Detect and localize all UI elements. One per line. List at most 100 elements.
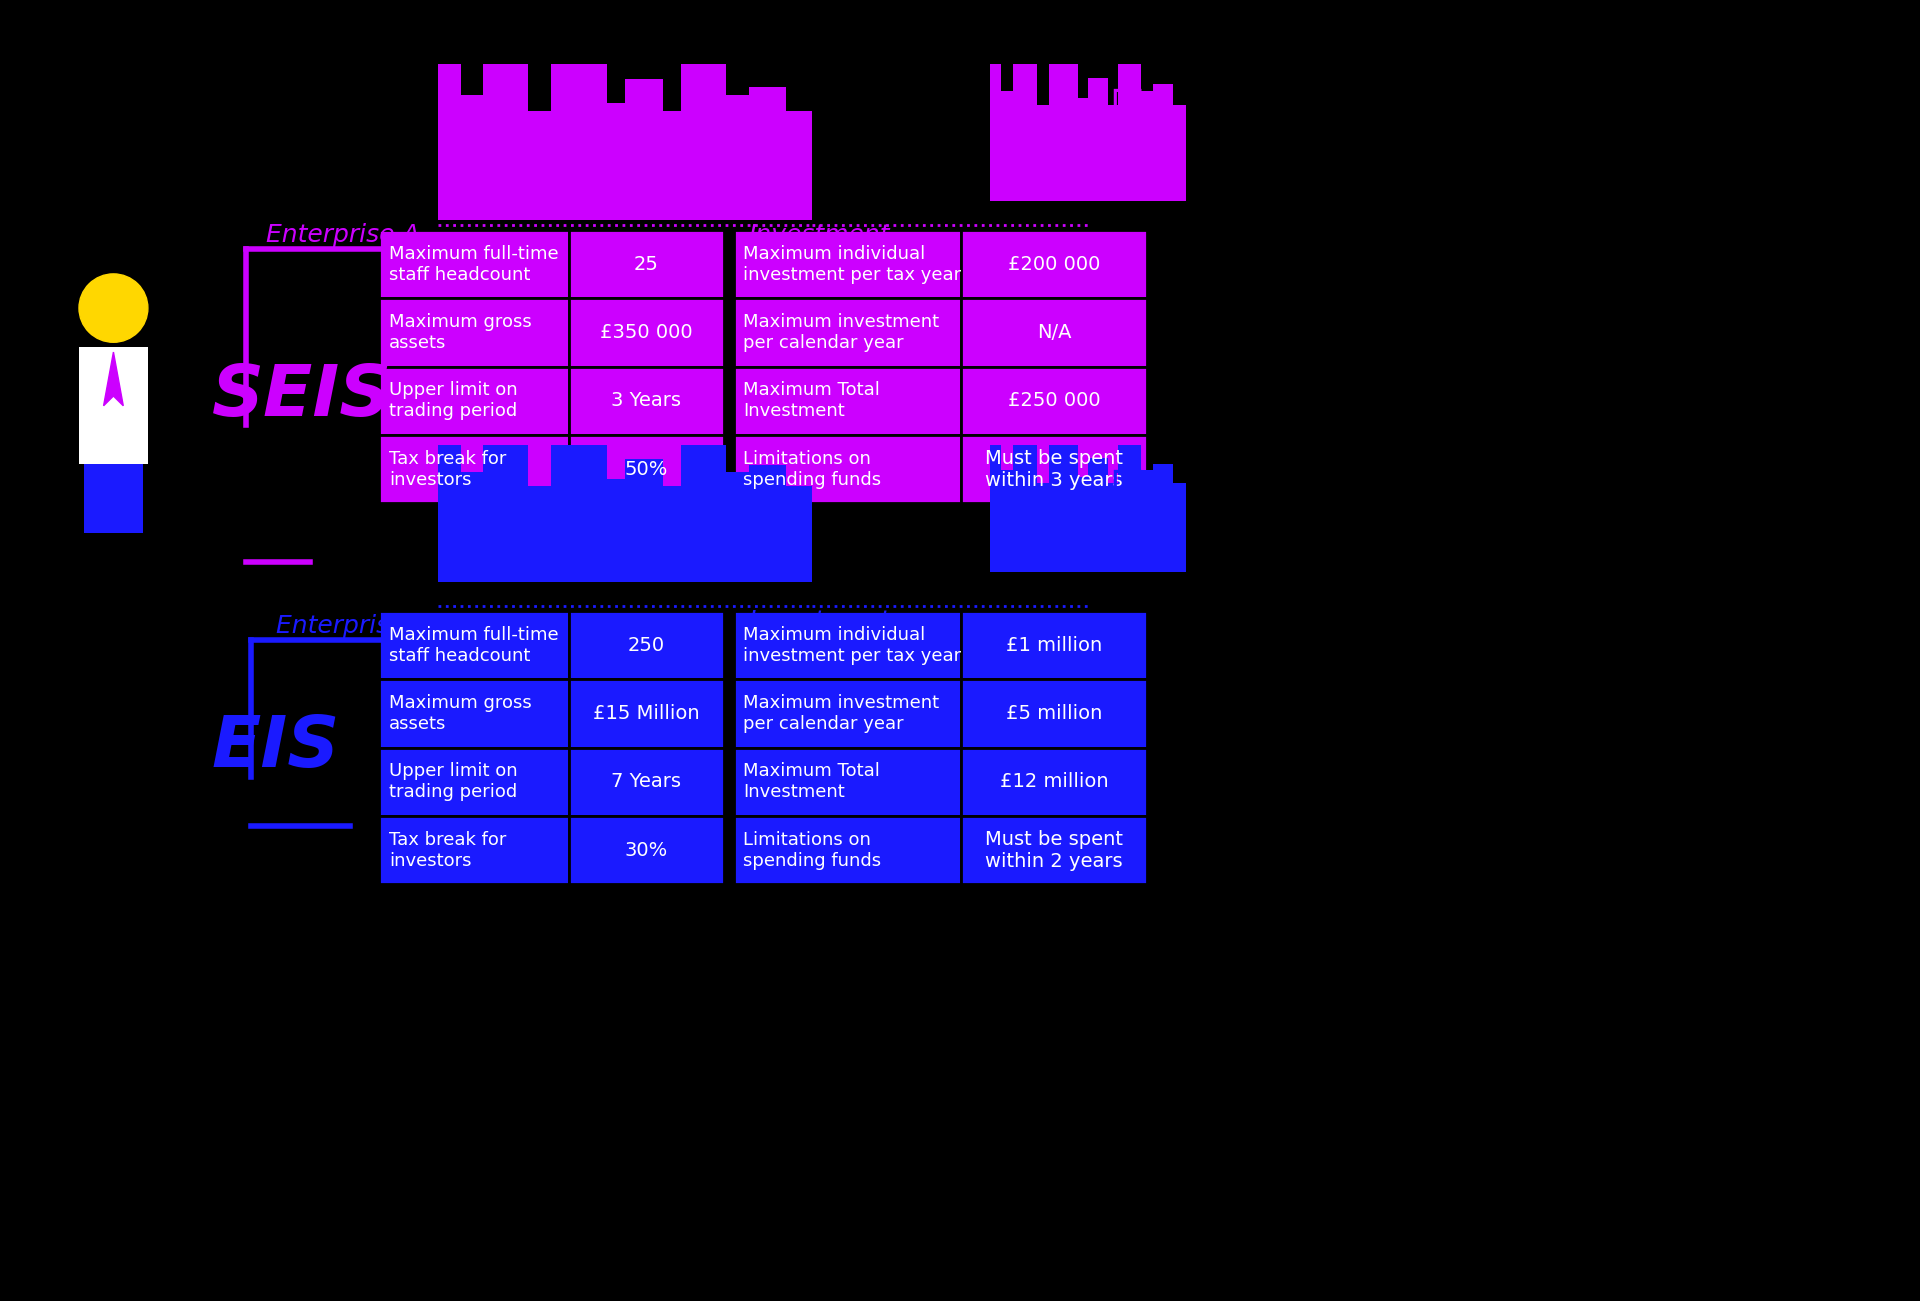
Text: £5 million: £5 million (1006, 704, 1102, 723)
FancyBboxPatch shape (380, 611, 568, 679)
FancyBboxPatch shape (84, 464, 142, 533)
Text: 💎: 💎 (60, 328, 69, 346)
Text: 50%: 50% (624, 459, 668, 479)
Text: 25: 25 (634, 255, 659, 273)
Polygon shape (104, 353, 123, 406)
Text: 30%: 30% (624, 840, 668, 860)
Text: Tax break for
investors: Tax break for investors (390, 450, 507, 489)
FancyBboxPatch shape (1000, 91, 1016, 200)
FancyBboxPatch shape (733, 611, 962, 679)
FancyBboxPatch shape (457, 472, 488, 582)
FancyBboxPatch shape (1139, 91, 1156, 200)
FancyBboxPatch shape (1048, 445, 1079, 572)
Text: N/A: N/A (1037, 323, 1071, 342)
FancyBboxPatch shape (989, 445, 1002, 572)
Text: 7 Years: 7 Years (611, 773, 682, 791)
FancyBboxPatch shape (733, 748, 962, 816)
FancyBboxPatch shape (722, 95, 753, 220)
FancyBboxPatch shape (568, 367, 724, 435)
FancyBboxPatch shape (733, 367, 962, 435)
FancyBboxPatch shape (79, 347, 148, 464)
Text: 250: 250 (628, 636, 664, 654)
FancyBboxPatch shape (1106, 483, 1119, 572)
FancyBboxPatch shape (962, 367, 1146, 435)
FancyBboxPatch shape (682, 64, 726, 220)
Text: Enterprise B: Enterprise B (276, 614, 430, 637)
FancyBboxPatch shape (962, 679, 1146, 748)
FancyBboxPatch shape (568, 611, 724, 679)
FancyBboxPatch shape (962, 435, 1146, 503)
Text: Limitations on
spending funds: Limitations on spending funds (743, 831, 881, 869)
FancyBboxPatch shape (659, 485, 685, 582)
FancyBboxPatch shape (1089, 78, 1108, 200)
FancyBboxPatch shape (1171, 483, 1187, 572)
FancyBboxPatch shape (962, 298, 1146, 367)
Text: 💎: 💎 (29, 397, 40, 415)
Text: £200 000: £200 000 (1008, 255, 1100, 273)
FancyBboxPatch shape (380, 298, 568, 367)
FancyBboxPatch shape (1035, 483, 1050, 572)
FancyBboxPatch shape (682, 445, 726, 582)
FancyBboxPatch shape (568, 816, 724, 885)
Text: Tax break for
investors: Tax break for investors (390, 831, 507, 869)
FancyBboxPatch shape (733, 435, 962, 503)
Text: Maximum Total
Investment: Maximum Total Investment (743, 381, 879, 420)
FancyBboxPatch shape (1075, 476, 1091, 572)
FancyBboxPatch shape (551, 445, 607, 582)
FancyBboxPatch shape (484, 445, 528, 582)
Text: Must be spent
within 2 years: Must be spent within 2 years (985, 830, 1123, 870)
Text: Investment: Investment (749, 222, 889, 247)
Text: Maximum investment
per calendar year: Maximum investment per calendar year (743, 314, 939, 351)
FancyBboxPatch shape (603, 103, 630, 220)
FancyBboxPatch shape (962, 816, 1146, 885)
FancyBboxPatch shape (568, 679, 724, 748)
Text: Maximum individual
investment per tax year: Maximum individual investment per tax ye… (743, 626, 962, 665)
FancyBboxPatch shape (524, 111, 555, 220)
FancyBboxPatch shape (989, 64, 1002, 200)
FancyBboxPatch shape (457, 95, 488, 220)
Text: Upper limit on
trading period: Upper limit on trading period (390, 762, 518, 801)
FancyBboxPatch shape (722, 472, 753, 582)
FancyBboxPatch shape (1152, 85, 1173, 200)
FancyBboxPatch shape (551, 64, 607, 220)
FancyBboxPatch shape (1117, 64, 1140, 200)
FancyBboxPatch shape (438, 445, 461, 582)
FancyBboxPatch shape (962, 230, 1146, 298)
FancyBboxPatch shape (1000, 470, 1016, 572)
FancyBboxPatch shape (1089, 458, 1108, 572)
Text: Enterprise A: Enterprise A (267, 222, 420, 247)
FancyBboxPatch shape (1048, 64, 1079, 200)
FancyBboxPatch shape (438, 64, 461, 220)
Text: £350 000: £350 000 (599, 323, 693, 342)
Text: Maximum investment
per calendar year: Maximum investment per calendar year (743, 695, 939, 732)
FancyBboxPatch shape (380, 435, 568, 503)
FancyBboxPatch shape (733, 816, 962, 885)
FancyBboxPatch shape (1035, 105, 1050, 200)
FancyBboxPatch shape (380, 230, 568, 298)
Text: Maximum individual
investment per tax year: Maximum individual investment per tax ye… (743, 245, 962, 284)
FancyBboxPatch shape (1171, 105, 1187, 200)
FancyBboxPatch shape (568, 435, 724, 503)
FancyBboxPatch shape (484, 64, 528, 220)
Text: SEIS: SEIS (211, 362, 392, 431)
Text: 💎: 💎 (186, 406, 198, 424)
FancyBboxPatch shape (1117, 445, 1140, 572)
FancyBboxPatch shape (749, 87, 785, 220)
FancyBboxPatch shape (1014, 64, 1037, 200)
FancyBboxPatch shape (962, 748, 1146, 816)
Text: £250 000: £250 000 (1008, 392, 1100, 410)
FancyBboxPatch shape (380, 816, 568, 885)
Text: Investment: Investment (749, 609, 889, 632)
Text: £1 million: £1 million (1006, 636, 1102, 654)
Text: 💎: 💎 (167, 319, 177, 337)
Text: Maximum full-time
staff headcount: Maximum full-time staff headcount (390, 245, 559, 284)
Text: Maximum gross
assets: Maximum gross assets (390, 314, 532, 351)
Text: 🚀: 🚀 (1110, 467, 1144, 520)
FancyBboxPatch shape (626, 458, 662, 582)
FancyBboxPatch shape (962, 611, 1146, 679)
Text: Limitations on
spending funds: Limitations on spending funds (743, 450, 881, 489)
Text: 3 Years: 3 Years (611, 392, 682, 410)
FancyBboxPatch shape (1152, 464, 1173, 572)
Text: £12 million: £12 million (1000, 773, 1108, 791)
Text: Upper limit on
trading period: Upper limit on trading period (390, 381, 518, 420)
